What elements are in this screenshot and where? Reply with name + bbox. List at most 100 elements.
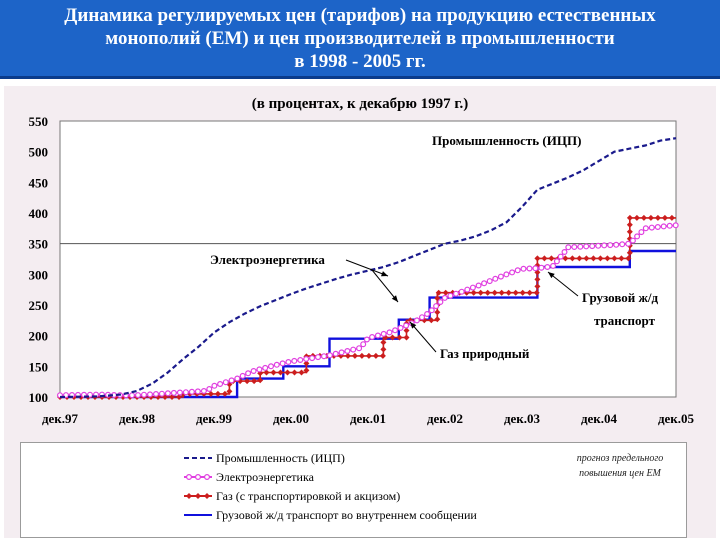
series-markers-electricity [56,222,679,399]
electricity-point [332,350,339,357]
electricity-point [164,390,171,397]
electricity-point [565,244,572,251]
electricity-point [297,357,304,364]
chart-annotation: Газ природный [440,346,530,361]
electricity-point [200,388,207,395]
electricity-point [544,264,551,271]
gas-point [277,369,284,376]
electricity-point [315,354,322,361]
x-tick-label: дек.05 [658,411,695,426]
gas-point [303,360,310,367]
electricity-point [577,243,584,250]
electricity-point [583,243,590,250]
y-tick-label: 300 [29,267,49,282]
gas-point [647,214,654,221]
electricity-point [250,368,257,375]
electricity-point [514,267,521,274]
page-title: Динамика регулируемых цен (тарифов) на п… [0,0,720,73]
gas-point [576,255,583,262]
electricity-point [607,242,614,249]
legend-marker [186,493,192,499]
electricity-point [464,286,471,293]
gas-point [380,346,387,353]
gas-point [583,255,590,262]
x-tick-label: дек.00 [273,411,309,426]
electricity-point [397,324,404,331]
gas-point [207,390,214,397]
gas-point [284,369,291,376]
electricity-point [291,357,298,364]
gas-point [396,334,403,341]
annotation-arrow [345,259,389,277]
annotation-arrowhead [410,322,417,329]
electricity-point [135,392,142,399]
chart-annotation: Электроэнергетика [210,252,325,267]
electricity-point [629,237,636,244]
electricity-point [350,346,357,353]
electricity-point [403,322,410,329]
gas-point [344,352,351,359]
gas-point [597,255,604,262]
legend-label: Электроэнергетика [216,470,315,484]
gas-point [303,367,310,374]
electricity-point [338,349,345,356]
gas-point [221,390,228,397]
gas-point [534,276,541,283]
electricity-point [211,382,218,389]
electricity-point [458,288,465,295]
electricity-point [239,372,246,379]
electricity-point [392,327,399,334]
title-line-3: в 1998 - 2005 гг. [294,51,426,72]
electricity-point [386,329,393,336]
electricity-point [268,363,275,370]
chart-annotation: транспорт [594,313,656,328]
electricity-point [503,271,510,278]
electricity-point [321,353,328,360]
electricity-point [642,225,649,232]
y-tick-label: 150 [29,359,49,374]
electricity-point [557,253,564,260]
electricity-point [245,370,252,377]
electricity-point [660,223,667,230]
electricity-point [279,360,286,367]
gas-point [498,289,505,296]
annotation-arrowhead [381,271,388,277]
gas-point [298,369,305,376]
electricity-point [326,352,333,359]
electricity-point [206,386,213,393]
electricity-point [561,249,568,256]
title-line-2: монополий (ЕМ) и цен производителей в пр… [105,28,615,49]
electricity-point [182,389,189,396]
electricity-point [619,241,626,248]
series-line-industry [59,137,677,399]
electricity-point [170,389,177,396]
electricity-point [285,359,292,366]
electricity-point [520,265,527,272]
gas-point [372,352,379,359]
gas-point [257,377,264,384]
x-tick-label: дек.03 [504,411,541,426]
y-tick-label: 200 [29,329,49,344]
gas-point [533,289,540,296]
electricity-point [634,233,641,240]
chart-title: (в процентах, к декабрю 1997 г.) [251,96,469,112]
electricity-point [273,361,280,368]
gas-point [534,283,541,290]
gas-point [625,255,632,262]
electricity-point [595,242,602,249]
electricity-point [526,265,533,272]
electricity-point [380,330,387,337]
gas-point [569,255,576,262]
gas-point [380,339,387,346]
gas-point [484,289,491,296]
electricity-point [441,294,448,301]
electricity-point [141,391,148,398]
y-tick-label: 500 [29,145,49,160]
gas-point [654,214,661,221]
x-tick-label: дек.98 [119,411,156,426]
gas-point [626,249,633,256]
annotation-arrow [409,321,437,353]
x-tick-label: дек.99 [196,411,233,426]
electricity-point [509,269,516,276]
legend-label: Промышленность (ИЦП) [216,451,345,465]
